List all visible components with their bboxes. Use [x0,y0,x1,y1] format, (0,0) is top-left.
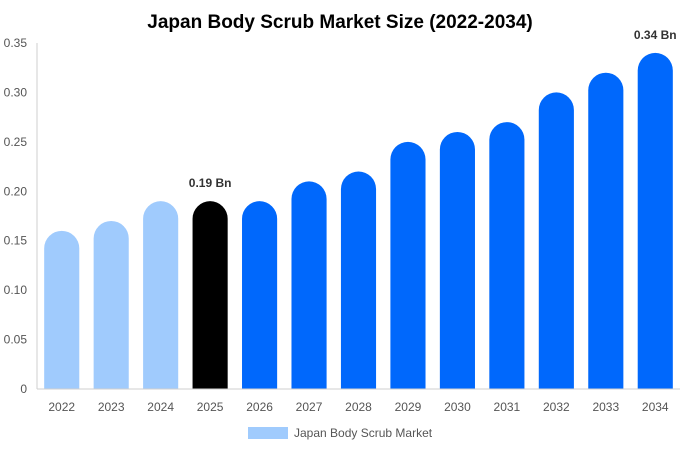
bar-2033 [588,72,624,389]
x-tick-label: 2030 [444,400,471,414]
data-label: 0.19 Bn [189,176,232,190]
x-tick-label: 2034 [642,400,669,414]
y-tick-label: 0 [20,382,27,396]
bar-2025 [192,201,228,389]
x-axis: 2022 2023 2024 2025 2026 2027 2028 2029 2030 2031… [37,388,680,414]
y-tick-label: 0.30 [4,85,28,99]
bar-2032 [538,92,574,389]
bar-2028 [340,171,377,389]
legend: Japan Body Scrub Market [248,426,433,440]
x-tick-label: 2024 [147,400,174,414]
x-tick-label: 2023 [98,400,125,414]
chart-title: Japan Body Scrub Market Size (2022-2034) [147,12,532,33]
y-tick-label: 0.05 [4,333,28,347]
x-tick-label: 2032 [543,400,570,414]
y-tick-label: 0.10 [4,283,28,297]
bar-2031 [489,122,525,390]
y-tick-label: 0.20 [4,184,28,198]
x-tick-label: 2022 [48,400,75,414]
bar-2030 [439,131,475,389]
legend-swatch [248,427,288,439]
bar-2034 [637,52,673,389]
legend-label: Japan Body Scrub Market [294,426,433,440]
bar-2027 [291,181,327,389]
bar-2022 [44,230,80,389]
x-tick-label: 2028 [345,400,372,414]
x-tick-label: 2033 [592,400,619,414]
y-tick-label: 0.25 [4,135,28,149]
bar-2024 [143,201,179,389]
x-tick-label: 2031 [494,400,521,414]
data-labels: 0.19 Bn 0.34 Bn [189,28,677,190]
bar-2029 [390,141,426,389]
bar-2023 [93,220,129,389]
x-tick-label: 2027 [296,400,323,414]
data-label: 0.34 Bn [634,28,677,42]
x-tick-label: 2026 [246,400,273,414]
x-tick-label: 2025 [197,400,224,414]
bars [44,52,673,390]
bar-2026 [242,201,278,389]
y-tick-label: 0.15 [4,234,28,248]
y-tick-label: 0.35 [4,36,28,50]
x-tick-label: 2029 [395,400,422,414]
y-axis: 0 0.05 0.10 0.15 0.20 0.25 0.30 0.35 [4,36,38,396]
